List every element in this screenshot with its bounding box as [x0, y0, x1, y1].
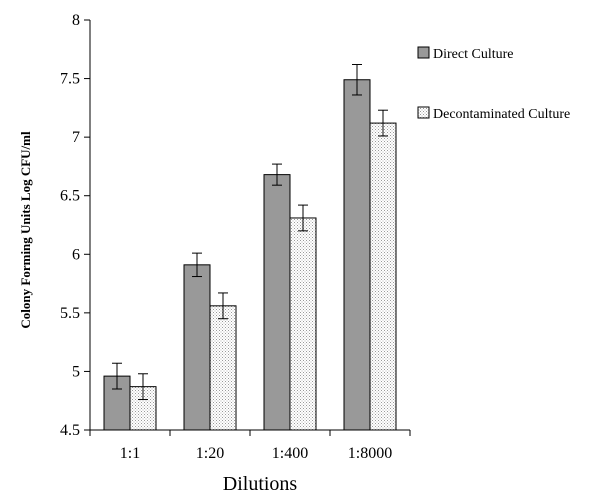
y-tick-label: 5.5	[60, 305, 80, 322]
x-tick-label: 1:1	[120, 445, 140, 462]
legend: Direct Culture Decontaminated Culture	[417, 46, 570, 122]
y-tick-label: 8	[72, 12, 80, 29]
bar-direct-3	[343, 79, 371, 431]
x-tick-label: 1:8000	[348, 445, 392, 462]
legend-swatch-1	[417, 106, 430, 119]
x-tick-label: 1:20	[196, 445, 224, 462]
legend-label-1: Decontaminated Culture	[433, 107, 570, 122]
legend-label-0: Direct Culture	[433, 47, 513, 62]
bar-decontaminated-3	[369, 122, 397, 431]
bar-direct-1	[183, 264, 211, 431]
bars	[103, 64, 397, 431]
x-axis-label: Dilutions	[223, 473, 298, 495]
y-tick-label: 7.5	[60, 71, 80, 88]
legend-swatch-0	[417, 46, 430, 59]
y-tick-label: 4.5	[60, 422, 80, 439]
bar-direct-2	[263, 174, 291, 431]
y-tick-label: 6.5	[60, 188, 80, 205]
y-axis-label: Colony Forming Units Log CFU/ml	[18, 131, 33, 329]
bar-decontaminated-1	[209, 305, 237, 431]
y-tick-label: 7	[72, 129, 80, 146]
y-tick-label: 5	[72, 363, 80, 380]
y-tick-label: 6	[72, 246, 80, 263]
x-tick-label: 1:400	[272, 445, 308, 462]
bar-decontaminated-2	[289, 217, 317, 431]
axes: 4.5 5 5.5 6 6.5 7 7.5 8 1:1 1:20 1:400 1:8000	[60, 12, 411, 462]
